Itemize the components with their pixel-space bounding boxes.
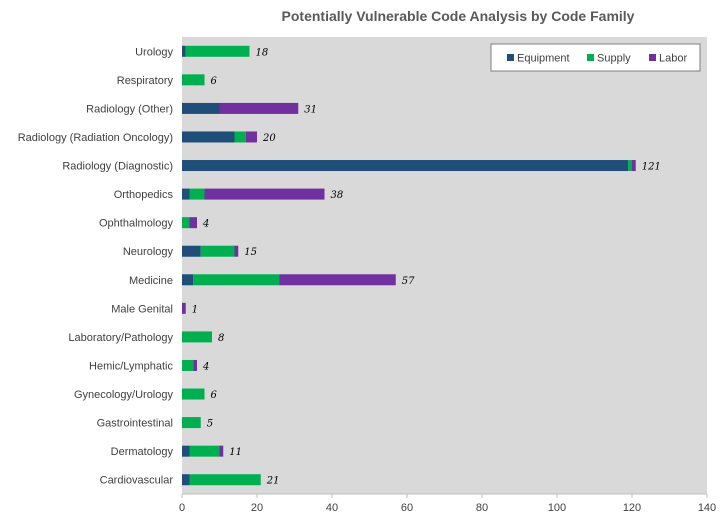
category-label-8: Medicine [129, 275, 173, 287]
data-label-12: 6 [211, 390, 218, 401]
bar-supply-4 [628, 160, 632, 172]
bar-labor-2 [219, 102, 299, 114]
bar-equipment-5 [182, 188, 190, 200]
bars-group [182, 45, 636, 486]
bar-equipment-7 [182, 245, 201, 257]
bar-supply-7 [200, 245, 235, 257]
chart-title: Potentially Vulnerable Code Analysis by … [282, 8, 635, 24]
category-label-15: Cardiovascular [100, 475, 174, 487]
legend-label-supply: Supply [597, 53, 631, 65]
x-tick-label-5: 100 [548, 502, 566, 514]
x-tick-label-6: 120 [623, 502, 641, 514]
bar-supply-0 [185, 45, 250, 57]
category-label-2: Radiology (Other) [86, 103, 173, 115]
bar-equipment-4 [182, 160, 629, 172]
data-label-14: 11 [229, 447, 242, 458]
category-label-11: Hemic/Lymphatic [89, 360, 173, 372]
data-label-1: 6 [211, 76, 218, 87]
x-tick-label-3: 60 [401, 502, 413, 514]
bar-labor-4 [632, 160, 636, 172]
bar-labor-3 [245, 131, 257, 143]
bar-supply-3 [234, 131, 246, 143]
bar-labor-6 [189, 217, 197, 229]
x-tick-label-0: 0 [179, 502, 185, 514]
category-label-10: Laboratory/Pathology [68, 332, 173, 344]
bar-supply-11 [182, 359, 194, 371]
bar-labor-11 [193, 359, 197, 371]
bar-supply-14 [189, 445, 220, 457]
data-label-3: 20 [262, 133, 276, 144]
legend-swatch-labor [649, 54, 656, 61]
category-labels: Urology Respiratory Radiology (Other) Radio… [18, 46, 174, 486]
legend-swatch-equipment [507, 54, 514, 61]
data-label-11: 4 [202, 361, 209, 372]
data-label-9: 1 [192, 304, 198, 315]
legend-box [490, 43, 701, 72]
data-label-0: 18 [256, 47, 269, 58]
bar-supply-12 [182, 388, 205, 400]
bar-labor-7 [234, 245, 239, 257]
legend-swatch-supply [587, 54, 594, 61]
bar-labor-8 [279, 274, 396, 286]
category-label-5: Orthopedics [114, 189, 174, 201]
data-label-4: 121 [642, 162, 661, 173]
data-label-13: 5 [207, 419, 213, 430]
legend-label-equipment: Equipment [517, 53, 570, 65]
legend-label-labor: Labor [659, 53, 687, 65]
bar-equipment-15 [182, 474, 190, 486]
bar-supply-15 [189, 474, 261, 486]
bar-equipment-3 [182, 131, 235, 143]
category-label-1: Respiratory [117, 75, 174, 87]
bar-supply-13 [182, 417, 201, 429]
category-label-14: Dermatology [111, 446, 174, 458]
bar-supply-6 [182, 217, 190, 229]
x-tick-label-4: 80 [476, 502, 488, 514]
bar-equipment-2 [182, 102, 220, 114]
data-label-8: 57 [402, 276, 415, 287]
data-label-7: 15 [244, 247, 257, 258]
data-label-15: 21 [266, 476, 280, 487]
category-label-3: Radiology (Radiation Oncology) [18, 132, 173, 144]
bar-equipment-8 [182, 274, 194, 286]
legend: Equipment Supply Labor [490, 43, 701, 72]
category-label-13: Gastrointestinal [97, 418, 173, 430]
bar-supply-8 [193, 274, 280, 286]
category-label-12: Gynecology/Urology [74, 389, 174, 401]
x-tick-label-2: 40 [326, 502, 338, 514]
category-label-9: Male Genital [111, 303, 173, 315]
category-label-4: Radiology (Diagnostic) [62, 161, 173, 173]
bar-supply-1 [182, 74, 205, 86]
data-label-2: 31 [304, 104, 317, 115]
category-label-7: Neurology [123, 246, 174, 258]
x-tick-label-1: 20 [251, 502, 263, 514]
bar-equipment-0 [182, 45, 186, 57]
bar-equipment-14 [182, 445, 190, 457]
data-label-6: 4 [202, 219, 209, 230]
category-label-6: Ophthalmology [99, 218, 173, 230]
x-tick-label-7: 140 [698, 502, 716, 514]
bar-supply-5 [189, 188, 205, 200]
bar-labor-9 [182, 302, 186, 314]
bar-supply-10 [182, 331, 212, 343]
x-axis-ticks: 0 20 40 60 80 100 120 140 [179, 494, 716, 514]
bar-labor-14 [219, 445, 224, 457]
data-label-5: 38 [331, 190, 344, 201]
data-label-10: 8 [218, 333, 224, 344]
bar-labor-5 [204, 188, 325, 200]
category-label-0: Urology [135, 46, 173, 58]
